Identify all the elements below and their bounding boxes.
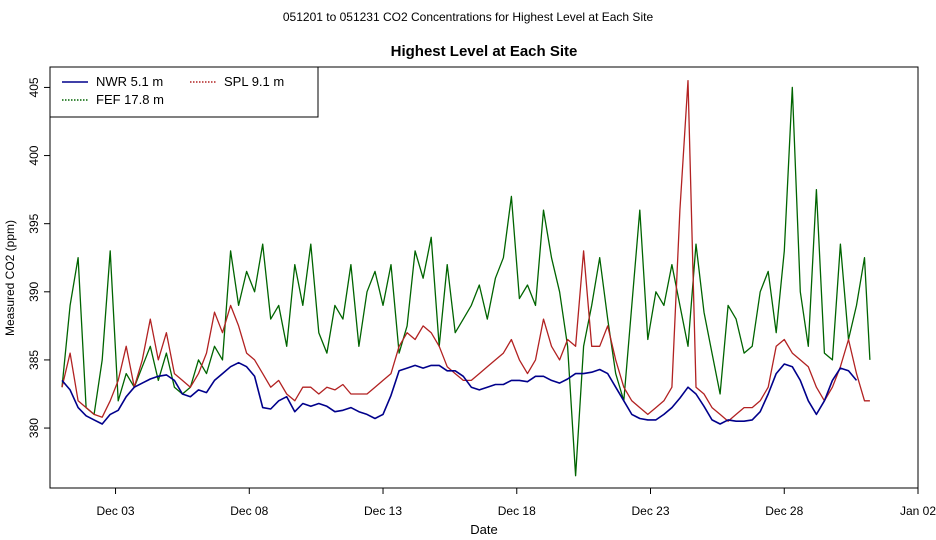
x-tick-label: Dec 28 (765, 504, 803, 518)
series-layer (61, 79, 871, 477)
legend: NWR 5.1 m SPL 9.1 m FEF 17.8 m (49, 66, 319, 118)
plot-frame (49, 66, 919, 489)
y-tick-label: 405 (27, 77, 41, 97)
legend-label-fef: FEF 17.8 m (96, 92, 164, 107)
series-line-nwr (61, 361, 858, 425)
x-tick-label: Dec 13 (364, 504, 402, 518)
x-tick-label: Dec 23 (631, 504, 669, 518)
x-axis: Dec 03 Dec 08 Dec 13 Dec 18 Dec 23 Dec 28 Jan … (97, 487, 936, 518)
y-tick-label: 400 (27, 145, 41, 165)
y-tick-label: 385 (27, 350, 41, 370)
x-tick-label: Dec 03 (97, 504, 135, 518)
y-tick-label: 380 (27, 418, 41, 438)
figure-suptitle: 051201 to 051231 CO2 Concentrations for … (282, 10, 654, 24)
y-axis: 380 385 390 395 400 405 (27, 77, 51, 438)
y-tick-label: 395 (27, 213, 41, 233)
x-tick-label: Dec 08 (230, 504, 268, 518)
y-axis-label: Measured CO2 (ppm) (3, 220, 17, 336)
x-tick-label: Jan 02 (900, 504, 936, 518)
legend-box (49, 66, 319, 118)
y-tick-label: 390 (27, 281, 41, 301)
series-line-spl (61, 79, 870, 422)
chart-title: Highest Level at Each Site (391, 43, 578, 60)
series-line-fef (61, 86, 871, 477)
legend-label-nwr: NWR 5.1 m (96, 74, 163, 89)
legend-label-spl: SPL 9.1 m (224, 74, 284, 89)
x-axis-label: Date (470, 522, 497, 537)
x-tick-label: Dec 18 (498, 504, 536, 518)
